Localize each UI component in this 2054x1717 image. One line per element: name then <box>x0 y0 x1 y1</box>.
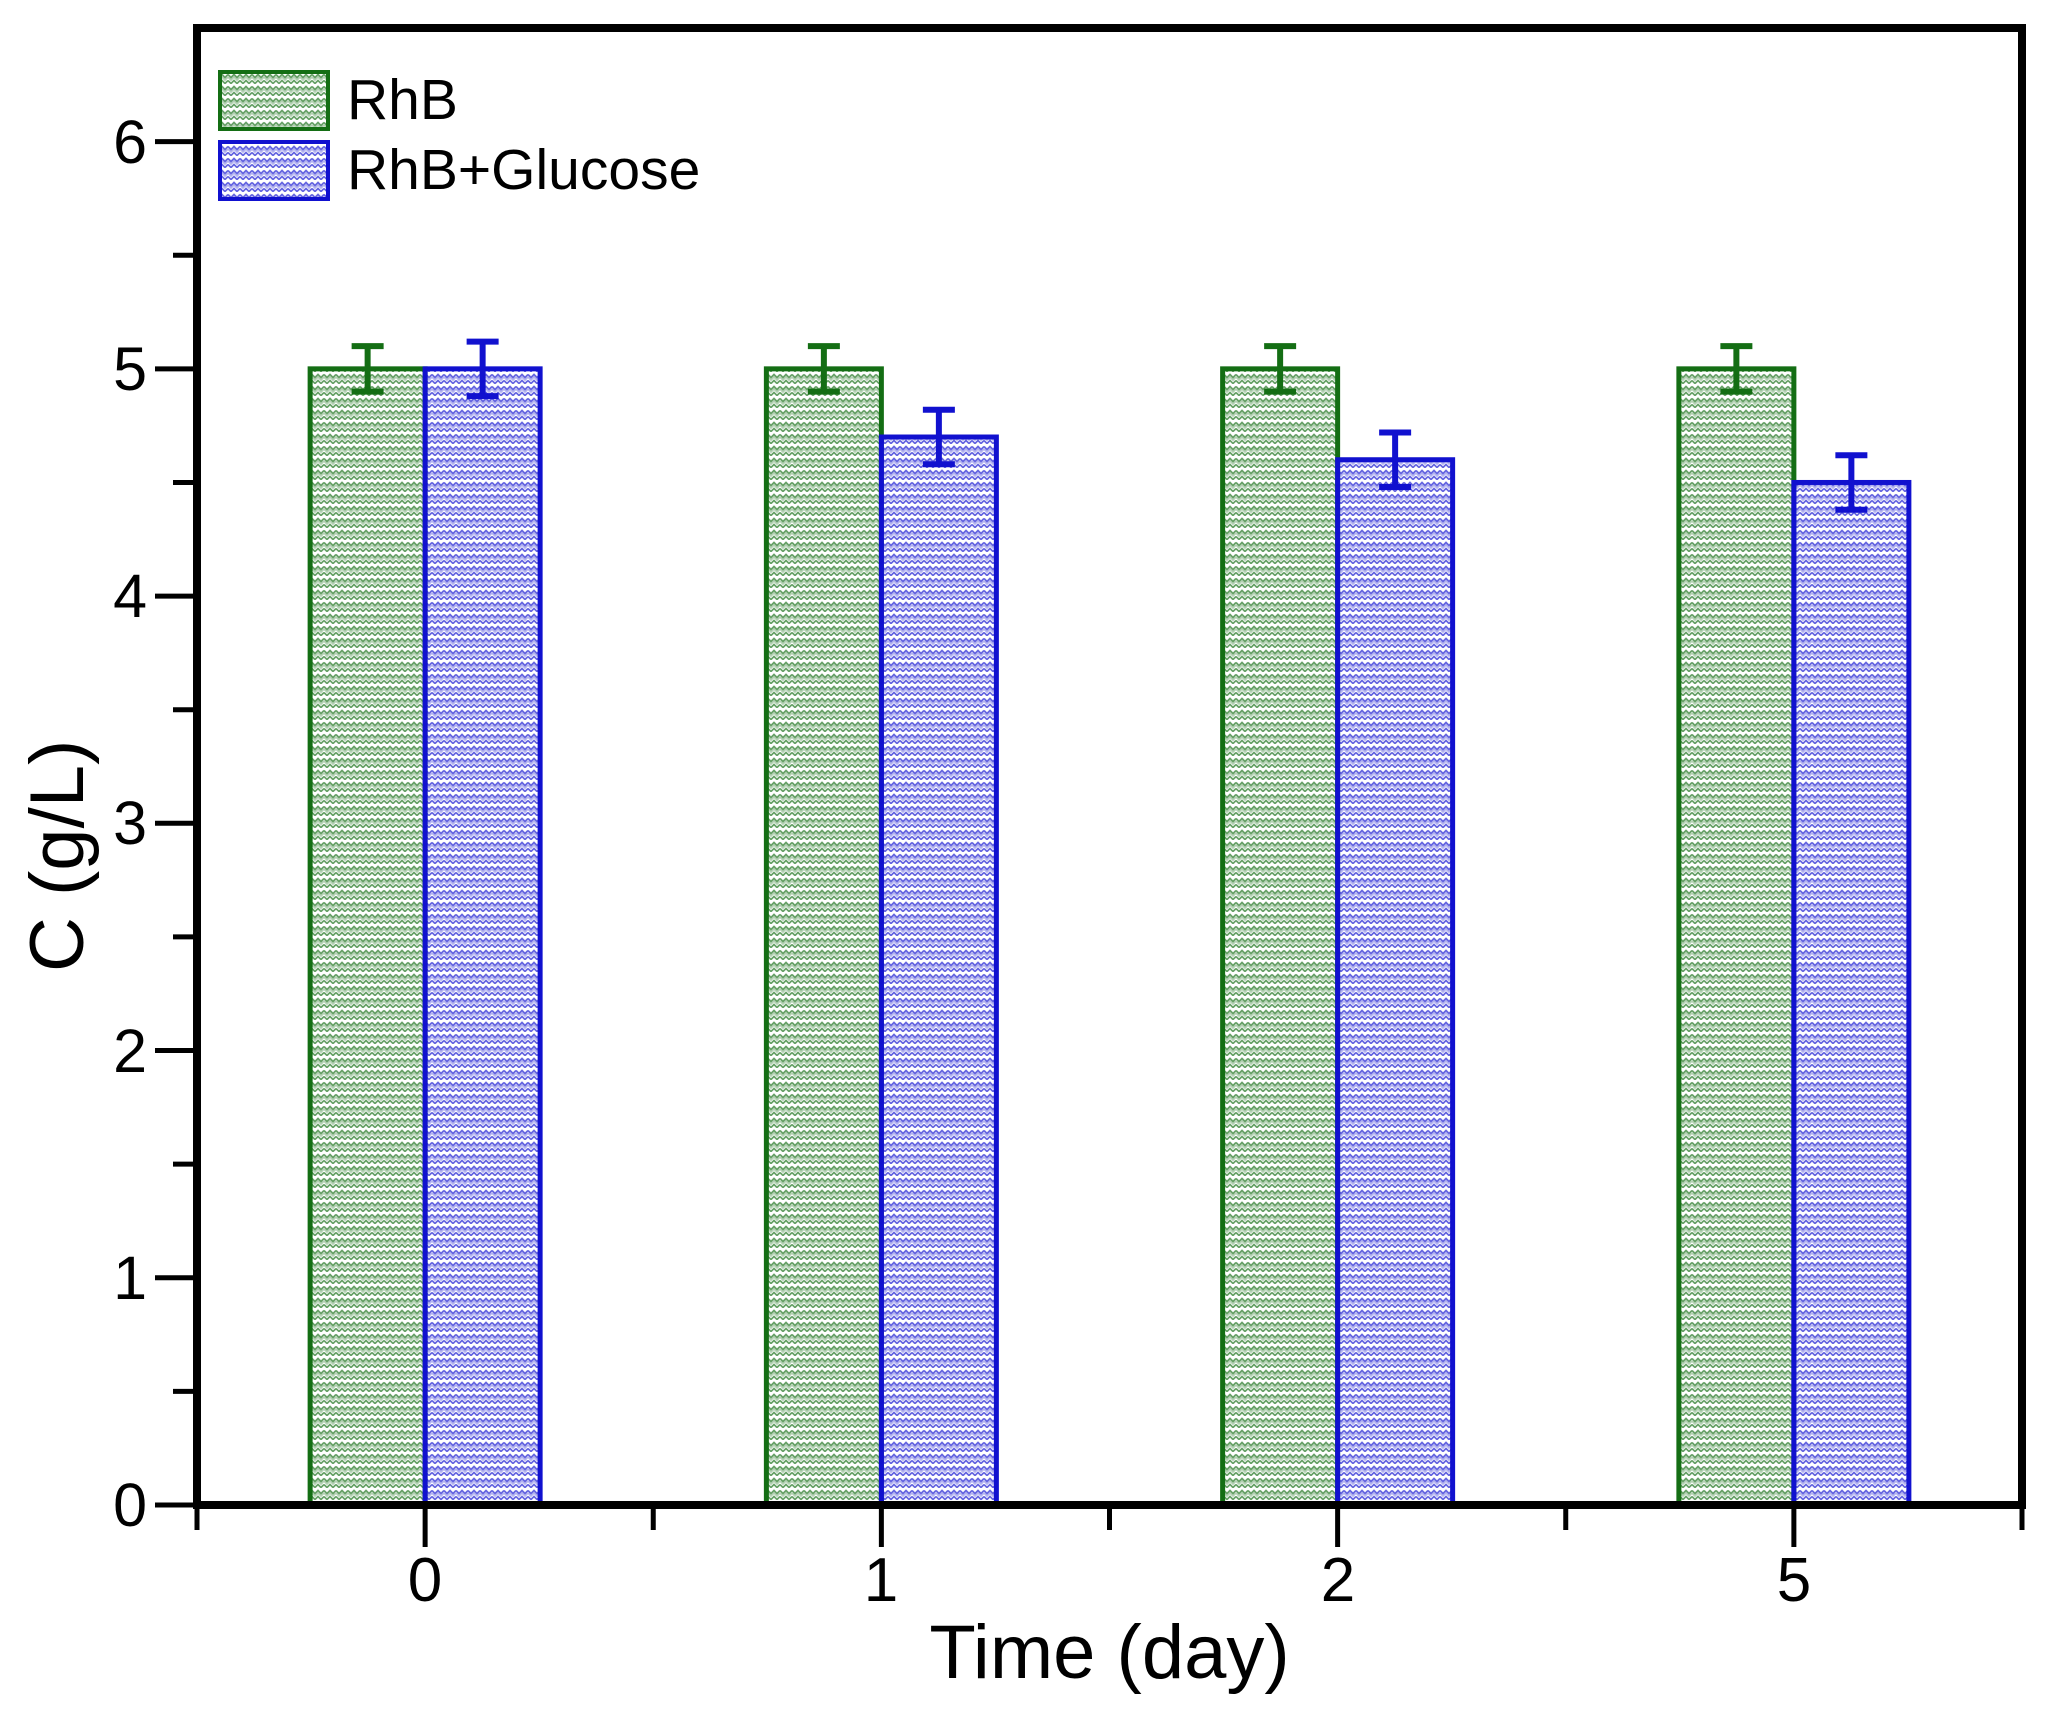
x-tick-label: 0 <box>407 1546 443 1615</box>
bar <box>307 366 428 1508</box>
bar <box>878 434 999 1508</box>
x-tick-label: 5 <box>1776 1546 1812 1615</box>
y-tick-label: 1 <box>113 1244 147 1312</box>
bar <box>1676 366 1797 1508</box>
bar <box>1220 366 1341 1508</box>
bar <box>1335 457 1456 1508</box>
y-tick-label: 2 <box>113 1017 147 1085</box>
y-tick-label: 5 <box>113 335 147 403</box>
legend-entry-rhb-glucose: RhB+Glucose <box>347 138 701 202</box>
bar <box>1791 479 1912 1508</box>
legend-entry-rhb: RhB <box>347 68 458 132</box>
x-tick-label: 2 <box>1320 1546 1356 1615</box>
x-axis-title: Time (day) <box>929 1610 1290 1695</box>
y-tick-label: 0 <box>113 1471 147 1539</box>
bar <box>763 366 884 1508</box>
legend-swatch <box>218 70 330 131</box>
x-tick-label: 1 <box>863 1546 899 1615</box>
y-tick-label: 6 <box>113 108 147 176</box>
y-tick-label: 3 <box>113 789 147 857</box>
legend-swatch <box>218 140 330 201</box>
y-axis-title: C (g/L) <box>15 739 100 972</box>
bar <box>422 366 543 1508</box>
plot-border <box>193 24 2026 1509</box>
y-tick-label: 4 <box>113 562 147 630</box>
